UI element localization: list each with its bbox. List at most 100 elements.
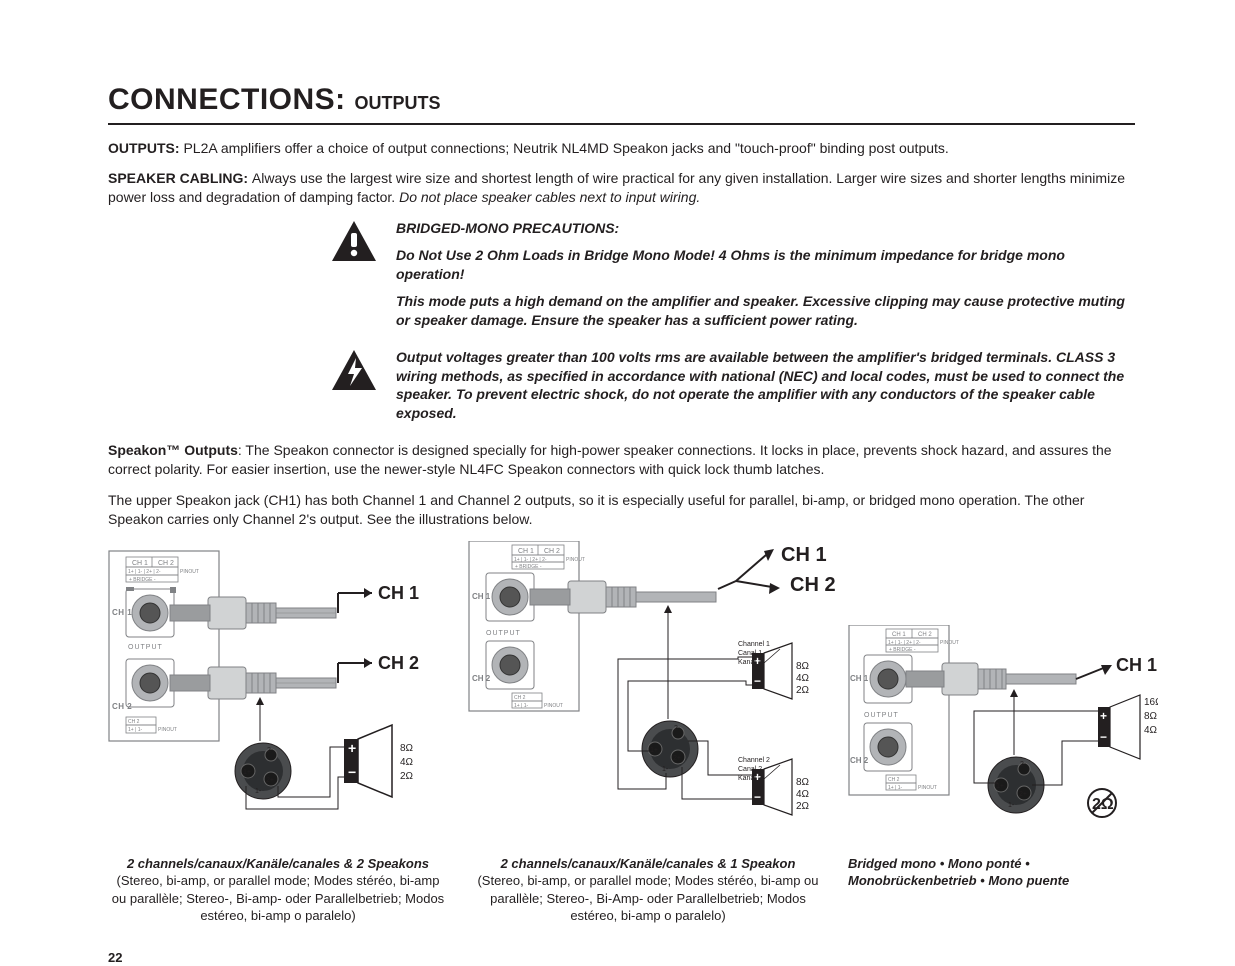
warning-triangle-icon (330, 219, 378, 268)
svg-text:CH 1: CH 1 (1116, 655, 1157, 675)
warn1-p1: Do Not Use 2 Ohm Loads in Bridge Mono Mo… (396, 246, 1135, 284)
fig2-desc: (Stereo, bi-amp, or parallel mode; Modes… (468, 872, 828, 925)
svg-text:16Ω: 16Ω (1144, 697, 1158, 708)
page-number: 22 (108, 949, 1135, 966)
fig1-diagram: CH 1 CH 2 1+ | 1- | 2+ | 2- + BRIDGE - P… (108, 541, 448, 841)
svg-text:Canal 1: Canal 1 (738, 650, 762, 657)
fig2-caption: 2 channels/canaux/Kanäle/canales & 1 Spe… (468, 855, 828, 925)
page-title: CONNECTIONS: OUTPUTS (108, 80, 1135, 125)
svg-text:OUTPUT: OUTPUT (864, 712, 899, 719)
voltage-triangle-icon (330, 348, 378, 397)
svg-text:8Ω: 8Ω (400, 743, 414, 754)
fig1-desc: (Stereo, bi-amp, or parallel mode; Modes… (108, 872, 448, 925)
svg-text:4Ω: 4Ω (796, 789, 810, 800)
svg-text:1+: 1+ (996, 783, 1004, 790)
svg-text:PINOUT: PINOUT (566, 557, 585, 563)
svg-text:CH 2: CH 2 (112, 702, 132, 711)
svg-text:CH 2: CH 2 (790, 574, 836, 596)
svg-text:1-: 1- (255, 788, 262, 795)
svg-text:Canal 2: Canal 2 (738, 766, 762, 773)
svg-text:CH 1: CH 1 (472, 592, 491, 601)
cabling-italic: Do not place speaker cables next to inpu… (399, 189, 700, 205)
svg-text:2+: 2+ (266, 777, 274, 784)
svg-text:CH 2: CH 2 (850, 756, 869, 765)
svg-text:1-: 1- (662, 766, 669, 773)
svg-text:−: − (754, 790, 761, 804)
svg-text:PINOUT: PINOUT (180, 569, 199, 575)
svg-text:4Ω: 4Ω (1144, 725, 1158, 736)
speakon-plug-face-2: 2- 1+ 2+ 1- (642, 721, 698, 777)
svg-text:CH 2: CH 2 (514, 695, 526, 701)
figure-bridged-mono: CH 1 CH 2 1+ | 1- | 2+ | 2- PINOUT + BRI… (848, 625, 1148, 925)
warn1-p2: This mode puts a high demand on the ampl… (396, 292, 1135, 330)
svg-text:CH 1: CH 1 (892, 632, 906, 638)
title-main: CONNECTIONS: (108, 83, 355, 116)
svg-text:Kanal 1: Kanal 1 (738, 659, 762, 666)
svg-text:+: + (1100, 709, 1107, 723)
svg-text:CH 1: CH 1 (112, 608, 132, 617)
svg-text:CH 2: CH 2 (378, 653, 419, 673)
svg-text:−: − (754, 674, 761, 688)
svg-text:2-: 2- (1020, 761, 1027, 768)
svg-text:2Ω: 2Ω (400, 771, 414, 782)
warning-bridged-text: BRIDGED-MONO PRECAUTIONS: Do Not Use 2 O… (396, 219, 1135, 337)
svg-text:8Ω: 8Ω (796, 777, 810, 788)
warning-bridged-mono: BRIDGED-MONO PRECAUTIONS: Do Not Use 2 O… (330, 219, 1135, 337)
cabling-paragraph: SPEAKER CABLING: Always use the largest … (108, 169, 1135, 207)
figure-one-speakon: CH 1 CH 2 CH 1 CH 2 1+ | 1- | 2+ | 2- PI… (468, 541, 828, 925)
svg-text:1+ | 1-: 1+ | 1- (888, 785, 903, 791)
figures-row: CH 1 CH 2 1+ | 1- | 2+ | 2- + BRIDGE - P… (108, 541, 1135, 925)
outputs-text: PL2A amplifiers offer a choice of output… (183, 140, 948, 156)
svg-text:OUTPUT: OUTPUT (486, 630, 521, 637)
svg-text:CH 2: CH 2 (472, 674, 491, 683)
svg-text:CH 1: CH 1 (132, 560, 148, 567)
svg-text:+ BRIDGE -: + BRIDGE - (889, 647, 916, 653)
warning-voltage-text: Output voltages greater than 100 volts r… (396, 348, 1135, 432)
svg-text:Channel 2: Channel 2 (738, 757, 770, 764)
svg-text:8Ω: 8Ω (796, 661, 810, 672)
svg-text:CH 1: CH 1 (378, 583, 419, 603)
figure-two-speakons: CH 1 CH 2 1+ | 1- | 2+ | 2- + BRIDGE - P… (108, 541, 448, 925)
svg-text:1+: 1+ (650, 747, 658, 754)
svg-text:PINOUT: PINOUT (544, 703, 563, 709)
fig3-diagram: CH 1 CH 2 1+ | 1- | 2+ | 2- PINOUT + BRI… (848, 625, 1148, 841)
warning-voltage: Output voltages greater than 100 volts r… (330, 348, 1135, 432)
svg-text:CH 1: CH 1 (781, 544, 827, 566)
svg-text:CH 2: CH 2 (544, 548, 560, 555)
svg-text:PINOUT: PINOUT (918, 785, 937, 791)
svg-text:4Ω: 4Ω (796, 673, 810, 684)
svg-text:1+ | 1-: 1+ | 1- (514, 703, 529, 709)
svg-text:−: − (1100, 730, 1107, 744)
svg-text:2+: 2+ (1019, 791, 1027, 798)
warn1-title: BRIDGED-MONO PRECAUTIONS: (396, 219, 1135, 238)
upper-jack-paragraph: The upper Speakon jack (CH1) has both Ch… (108, 491, 1135, 529)
svg-text:2Ω: 2Ω (796, 685, 810, 696)
svg-text:Kanal 2: Kanal 2 (738, 775, 762, 782)
svg-text:CH 2: CH 2 (888, 777, 900, 783)
svg-text:PINOUT: PINOUT (158, 727, 177, 733)
svg-text:2Ω: 2Ω (796, 801, 810, 812)
svg-text:2-: 2- (267, 747, 274, 754)
speakon-paragraph: Speakon™ Outputs: The Speakon connector … (108, 441, 1135, 479)
fig1-title: 2 channels/canaux/Kanäle/canales & 2 Spe… (108, 855, 448, 873)
fig2-diagram: CH 1 CH 2 CH 1 CH 2 1+ | 1- | 2+ | 2- PI… (468, 541, 828, 841)
svg-text:CH 2: CH 2 (128, 719, 140, 725)
svg-text:CH 1: CH 1 (850, 674, 869, 683)
fig3-caption: Bridged mono • Mono ponté • Monobrückenb… (848, 855, 1148, 890)
svg-text:1-: 1- (1008, 802, 1015, 809)
cabling-label: SPEAKER CABLING: (108, 170, 252, 186)
svg-text:+ BRIDGE -: + BRIDGE - (129, 577, 156, 583)
speakon-text: : The Speakon connector is designed spec… (108, 442, 1112, 477)
svg-text:2+: 2+ (673, 755, 681, 762)
svg-text:1+ | 1- | 2+ | 2-: 1+ | 1- | 2+ | 2- (128, 569, 161, 575)
outputs-label: OUTPUTS: (108, 140, 183, 156)
speakon-label: Speakon™ Outputs (108, 442, 238, 458)
fig1-caption: 2 channels/canaux/Kanäle/canales & 2 Spe… (108, 855, 448, 925)
svg-text:−: − (348, 764, 356, 780)
fig3-title: Bridged mono • Mono ponté • Monobrückenb… (848, 855, 1148, 890)
speakon-plug-face: 2- 1+ 2+ 1- (235, 743, 291, 799)
svg-text:PINOUT: PINOUT (940, 640, 959, 646)
svg-text:Channel 1: Channel 1 (738, 641, 770, 648)
svg-text:2-: 2- (674, 725, 681, 732)
svg-text:OUTPUT: OUTPUT (128, 644, 163, 651)
